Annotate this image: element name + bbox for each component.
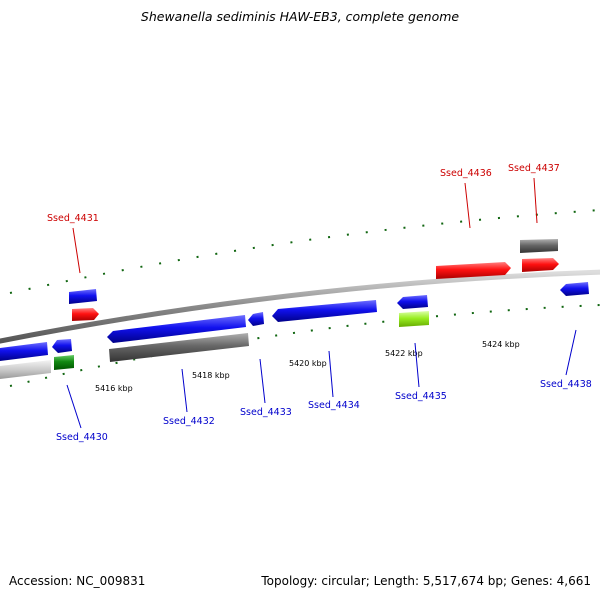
leader-line-ssed-4438	[565, 329, 577, 376]
leader-line-ssed-4432	[181, 368, 188, 413]
accession-text: Accession: NC_009831	[9, 574, 146, 588]
gene-arrow-ssed-4430[interactable]	[0, 342, 48, 361]
topology-text: Topology: circular; Length: 5,517,674 bp…	[261, 574, 591, 588]
gene-arrow-small-a[interactable]	[52, 339, 72, 353]
gene-arrow-ssed-4432[interactable]	[107, 315, 246, 343]
gene-label-ssed-4434[interactable]: Ssed_4434	[308, 400, 360, 411]
feature-gray-ssed-4432[interactable]	[109, 333, 249, 362]
feature-lightgray-left[interactable]	[0, 360, 51, 379]
leader-line-ssed-4436	[464, 182, 471, 229]
genome-backbone	[0, 269, 600, 344]
gene-arrow-ssed-4436[interactable]	[436, 262, 511, 279]
gene-label-ssed-4436[interactable]: Ssed_4436	[440, 168, 492, 179]
feature-darkgreen[interactable]	[54, 355, 74, 370]
leader-line-ssed-4437	[533, 177, 538, 224]
tick-label-5424: 5424 kbp	[482, 340, 520, 349]
gene-arrow-ssed-4438[interactable]	[560, 282, 589, 296]
tick-label-5418: 5418 kbp	[192, 371, 230, 380]
feature-gray-ssed-4437[interactable]	[520, 239, 558, 253]
gene-label-ssed-4438[interactable]: Ssed_4438	[540, 379, 592, 390]
gene-label-ssed-4431[interactable]: Ssed_4431	[47, 213, 99, 224]
gene-label-ssed-4430[interactable]: Ssed_4430	[56, 432, 108, 443]
leader-line-ssed-4431	[72, 227, 81, 274]
gene-arrow-ssed-4433[interactable]	[248, 312, 264, 326]
gene-label-ssed-4432[interactable]: Ssed_4432	[163, 416, 215, 427]
tick-label-5420: 5420 kbp	[289, 359, 327, 368]
feature-lime-ssed-4435[interactable]	[399, 311, 429, 327]
gene-arrow-ssed-4434[interactable]	[272, 300, 377, 322]
leader-line-ssed-4435	[414, 342, 420, 388]
gene-label-ssed-4433[interactable]: Ssed_4433	[240, 407, 292, 418]
leader-line-ssed-4433	[259, 358, 266, 404]
gene-label-ssed-4437[interactable]: Ssed_4437	[508, 163, 560, 174]
tick-label-5416: 5416 kbp	[95, 384, 133, 393]
gene-arrow-ssed-4431[interactable]	[72, 308, 99, 321]
gene-arrow-ssed-4435[interactable]	[397, 295, 428, 309]
gene-label-ssed-4435[interactable]: Ssed_4435	[395, 391, 447, 402]
map-title: Shewanella sediminis HAW-EB3, complete g…	[140, 9, 460, 24]
tick-label-5422: 5422 kbp	[385, 349, 423, 358]
leader-line-ssed-4430	[66, 384, 82, 429]
leader-line-ssed-4434	[328, 350, 334, 398]
gene-arrow-ssed-4437[interactable]	[522, 258, 559, 272]
gene-arrow-ssed-4431-rev[interactable]	[69, 289, 97, 304]
